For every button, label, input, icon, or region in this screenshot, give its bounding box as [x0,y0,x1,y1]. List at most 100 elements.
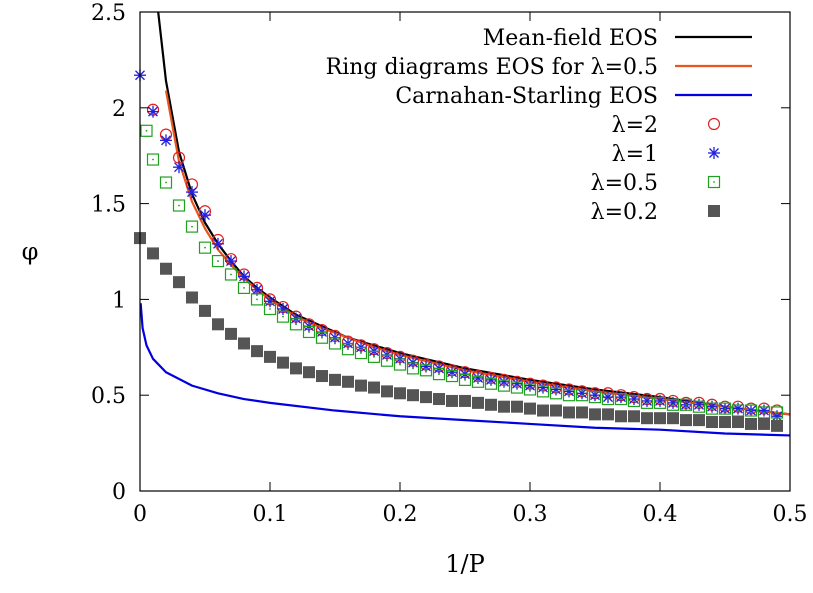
box-dot [438,373,440,376]
data-point [341,343,355,356]
data-point [160,262,172,275]
data-point [771,410,783,423]
data-point [485,398,497,411]
data-point [549,387,563,400]
data-point [186,291,198,304]
box-outline [562,389,576,402]
data-point [407,389,419,402]
box-outline [601,392,615,406]
data-point [615,410,627,423]
star-stroke [512,378,522,389]
data-point [575,389,589,402]
box-outline [705,402,719,415]
legend-swatch [708,205,720,217]
box-dot [425,369,427,372]
data-point [523,383,537,396]
data-point [290,362,302,375]
box-dot [542,390,544,393]
data-point [329,373,341,386]
box-outline [744,404,758,417]
box-outline [445,369,459,383]
data-point [368,381,380,394]
box-dot [256,298,258,301]
data-point [199,304,211,317]
series-5 [140,124,784,419]
data-point [393,358,407,371]
data-point [264,295,276,308]
x-tick-label: 0.5 [773,502,808,527]
data-point [667,396,679,409]
data-point [654,412,666,425]
data-point [680,414,692,427]
data-point [497,379,511,392]
box-outline [341,343,355,356]
box-dot [711,407,713,410]
box-dot [750,409,752,412]
data-point [640,396,654,409]
box-dot [698,405,700,408]
box-dot [594,396,596,399]
data-point [719,416,731,429]
data-point [602,408,614,421]
star-stroke [551,384,561,395]
data-point [458,373,472,386]
box-outline [172,199,186,212]
legend: Mean-field EOS Ring diagrams EOS for λ=0.… [326,26,752,225]
box-dot [776,411,778,414]
data-point [679,398,693,411]
y-axis-label: φ [22,238,39,266]
star-stroke [447,367,457,378]
legend-swatch [708,147,720,159]
legend-label: λ=0.5 [591,171,658,196]
box-outline [653,396,667,409]
data-point [186,186,198,199]
box-outline [523,383,537,396]
box-outline [367,350,381,363]
box-outline [289,318,303,331]
data-point [641,412,653,425]
box-dot [620,398,622,400]
box-outline [588,391,602,404]
data-point [445,369,459,383]
box-outline [406,362,420,375]
data-point [433,393,445,406]
box-dot [230,273,232,276]
y-tick-label: 0.5 [91,384,126,409]
box-dot [477,380,479,383]
data-point [471,375,485,388]
box-outline [185,220,199,233]
box-outline [614,392,628,406]
data-point [446,366,458,379]
data-point [250,293,264,306]
data-point [251,345,263,358]
box-outline [458,373,472,386]
data-point [693,398,705,411]
box-outline [315,331,329,344]
box-outline [497,379,511,392]
box-dot [165,181,167,184]
star-stroke [564,386,574,397]
data-point [173,161,185,174]
star-stroke [709,148,719,158]
data-point [484,377,498,390]
data-point [628,410,640,423]
data-point [224,268,238,281]
data-point [706,400,718,413]
box-outline [419,364,433,377]
box-dot [737,409,739,412]
box-dot [191,225,193,228]
data-point [342,375,354,388]
data-point [614,392,628,406]
box-outline [707,175,721,189]
data-point [225,255,237,268]
box-outline [627,394,641,408]
y-tick-label: 1 [112,288,126,313]
box-dot [672,403,674,406]
box-outline [328,337,342,350]
data-point [199,209,211,222]
box-dot [295,323,297,326]
box-dot [412,367,414,370]
star-stroke [174,162,184,173]
